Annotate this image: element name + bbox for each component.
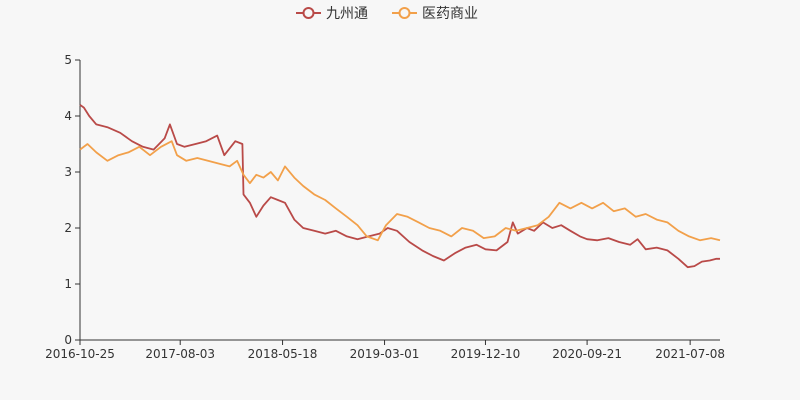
y-tick-label: 5 <box>64 53 72 67</box>
y-axis: 0 1 2 3 4 5 <box>64 53 81 347</box>
series-line-1 <box>79 140 721 242</box>
x-tick-label: 2017-08-03 <box>145 347 215 361</box>
legend-item-1[interactable]: 医药商业 <box>392 6 478 22</box>
legend-circle-icon <box>302 7 315 19</box>
y-tick-label: 3 <box>64 165 72 179</box>
x-tick-label: 2019-03-01 <box>350 347 420 361</box>
plot-lines <box>79 104 721 269</box>
legend-label: 医药商业 <box>422 6 478 22</box>
legend-item-0[interactable]: 九州通 <box>296 6 368 22</box>
y-tick-label: 1 <box>64 277 72 291</box>
x-tick-label: 2020-09-21 <box>552 347 622 361</box>
x-tick-label: 2016-10-25 <box>45 347 115 361</box>
legend[interactable]: 九州通 医药商业 <box>296 6 478 22</box>
x-tick-label: 2018-05-18 <box>248 347 318 361</box>
series-line-0 <box>79 104 720 269</box>
x-tick-label: 2019-12-10 <box>451 347 521 361</box>
y-tick-label: 2 <box>64 221 72 235</box>
x-tick-label: 2021-07-08 <box>655 347 725 361</box>
legend-circle-icon <box>398 7 411 19</box>
legend-label: 九州通 <box>326 6 368 22</box>
x-axis: 2016-10-25 2017-08-03 2018-05-18 2019-03-01… <box>45 339 725 361</box>
y-tick-label: 0 <box>64 333 72 347</box>
y-tick-label: 4 <box>64 109 72 123</box>
